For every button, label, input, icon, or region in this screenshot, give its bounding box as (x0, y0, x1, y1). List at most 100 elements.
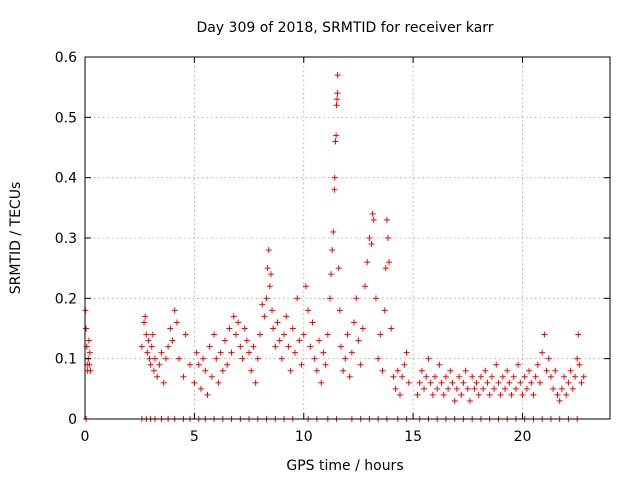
data-point (156, 361, 163, 368)
data-point (482, 367, 489, 374)
data-point (287, 367, 294, 374)
data-point (359, 325, 366, 332)
data-point (336, 307, 343, 314)
data-point (469, 373, 476, 380)
data-point (86, 349, 93, 356)
y-tick-label: 0.2 (55, 291, 77, 307)
data-point (486, 391, 493, 398)
data-point (324, 331, 331, 338)
data-point (138, 343, 145, 350)
data-point (237, 343, 244, 350)
data-point (248, 367, 255, 374)
data-point (434, 385, 441, 392)
data-point (292, 349, 298, 356)
data-point (187, 361, 193, 368)
data-point (423, 373, 430, 380)
data-point (512, 385, 519, 392)
data-point (537, 379, 543, 386)
data-point (392, 385, 399, 392)
data-point (202, 367, 209, 374)
data-point (171, 307, 178, 314)
data-point (558, 385, 565, 392)
data-point (386, 259, 393, 266)
data-point (473, 379, 480, 386)
data-point (241, 325, 248, 332)
data-point (232, 331, 239, 338)
data-point (453, 385, 460, 392)
data-point (270, 325, 277, 332)
data-point (257, 331, 263, 338)
data-point (261, 313, 268, 320)
data-point (541, 331, 548, 338)
data-point (532, 373, 539, 380)
data-point (307, 343, 314, 350)
data-point (147, 361, 154, 368)
data-point (477, 373, 484, 380)
data-point (316, 337, 323, 344)
data-point (508, 391, 515, 398)
data-point (379, 367, 386, 374)
data-point (565, 379, 572, 386)
data-point (195, 361, 202, 368)
data-point (165, 343, 172, 350)
data-point (289, 325, 296, 332)
data-point (366, 235, 373, 241)
data-point (296, 337, 303, 344)
y-tick-label: 0.5 (55, 110, 77, 126)
data-point (427, 379, 434, 386)
data-point (331, 174, 338, 181)
data-point (491, 385, 498, 392)
data-point (83, 325, 90, 332)
x-tick-label: 0 (81, 429, 90, 445)
data-point (488, 373, 495, 380)
data-point (167, 325, 174, 332)
axis-ticks: 0 0.1 0.2 0.3 0.4 0.5 0.6 0 5 10 15 20 (55, 50, 610, 445)
data-point (440, 391, 447, 398)
data-point (574, 355, 581, 362)
data-point (266, 283, 273, 290)
data-point (180, 373, 187, 380)
data-point (148, 343, 155, 350)
data-point (368, 241, 375, 248)
data-point (215, 379, 222, 386)
data-point (526, 367, 533, 374)
data-point (162, 355, 169, 362)
data-point (239, 355, 246, 362)
data-point (578, 379, 585, 386)
data-point (382, 265, 389, 272)
data-point (414, 391, 421, 398)
data-point (567, 367, 574, 374)
data-point (475, 391, 482, 398)
y-tick-label: 0.4 (55, 171, 77, 187)
data-point (370, 216, 377, 223)
data-point (87, 367, 94, 374)
data-point (484, 379, 491, 386)
data-point (480, 385, 487, 392)
data-point (176, 355, 183, 362)
data-point (493, 361, 500, 368)
data-point (283, 313, 290, 320)
data-point (523, 385, 530, 392)
data-point (267, 271, 274, 278)
data-point (85, 337, 92, 344)
data-point (333, 132, 340, 139)
data-point (390, 373, 397, 380)
data-point (334, 96, 340, 103)
data-point (346, 373, 353, 380)
data-point (515, 361, 522, 368)
data-point (211, 331, 218, 338)
data-point (405, 379, 412, 386)
data-point (462, 367, 469, 374)
data-point (327, 295, 333, 302)
data-point (235, 319, 242, 326)
data-point (331, 186, 338, 193)
data-point (506, 379, 513, 386)
data-point (294, 295, 301, 302)
data-point (150, 367, 157, 374)
data-point (530, 391, 537, 398)
data-point (265, 247, 272, 254)
data-point (230, 313, 237, 320)
data-point (160, 379, 167, 386)
data-point (416, 379, 423, 386)
